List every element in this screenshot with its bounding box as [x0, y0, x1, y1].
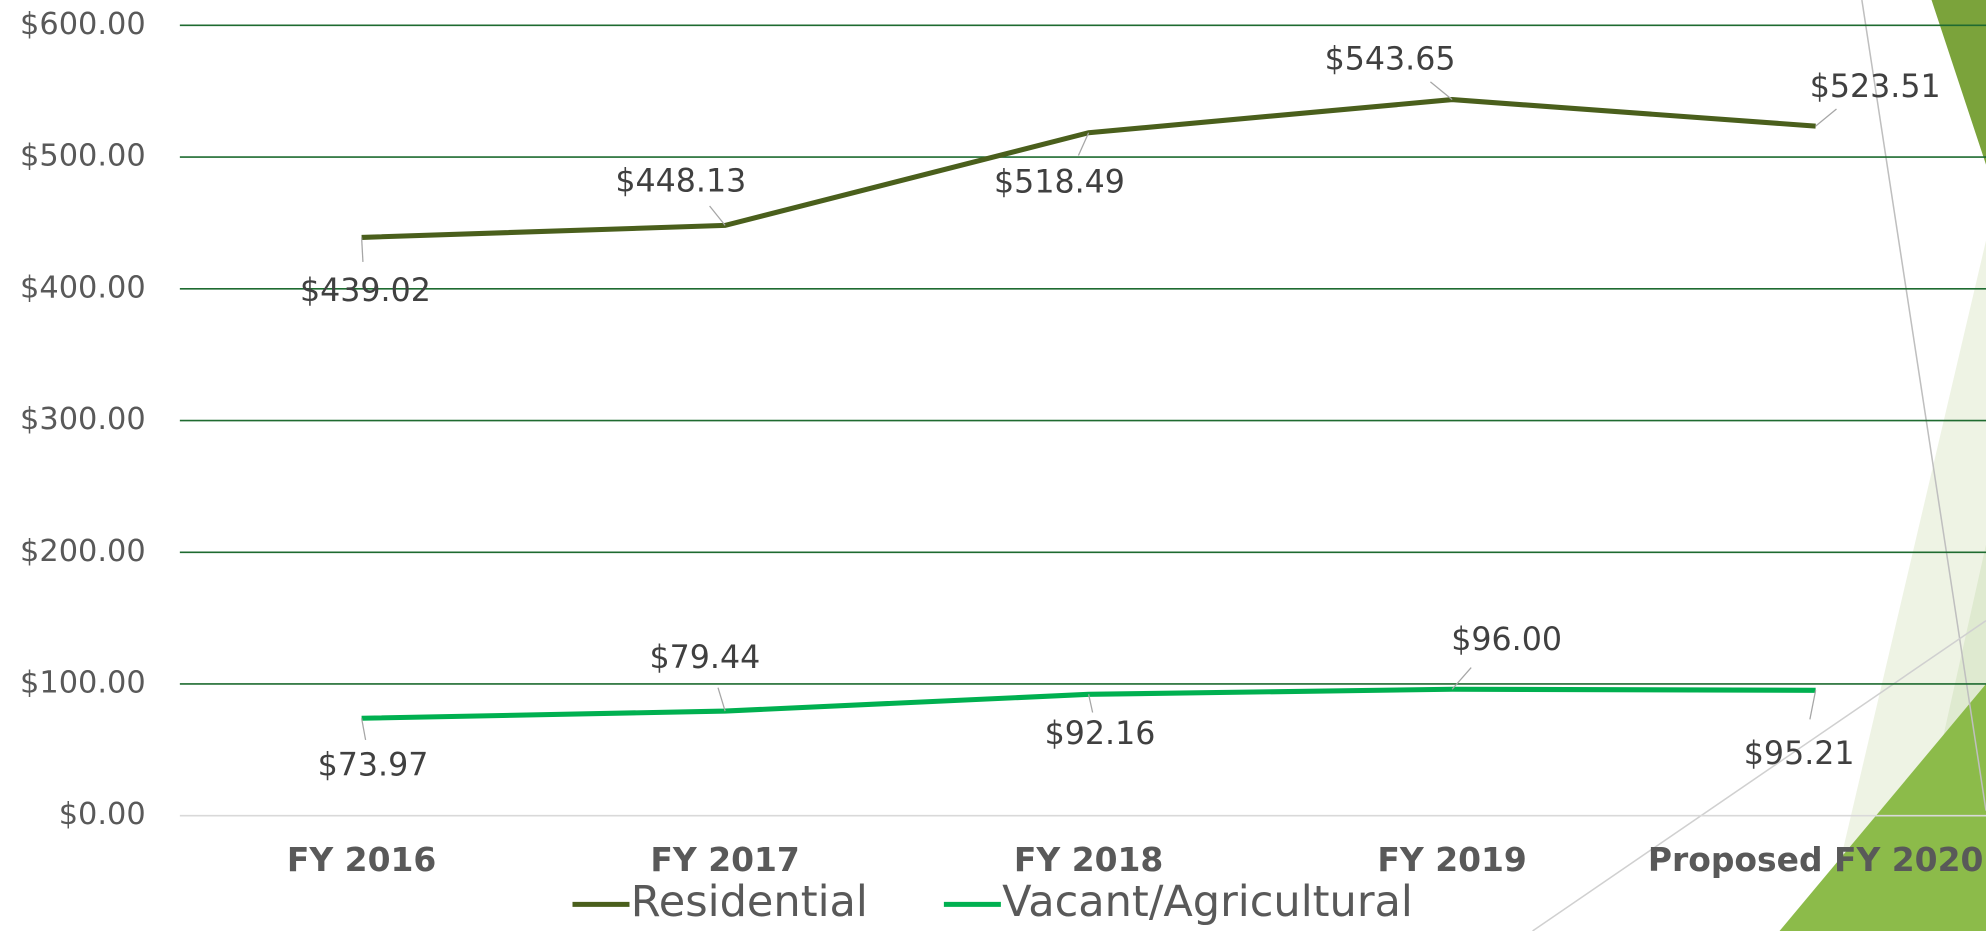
- leader-line: [718, 688, 725, 711]
- data-label: $439.02: [300, 273, 431, 309]
- data-label: $543.65: [1325, 41, 1456, 77]
- data-label: $79.44: [649, 640, 760, 676]
- leader-line: [362, 718, 366, 740]
- plot: FY 2016 FY 2017 FY 2018 FY 2019 Proposed FY …: [287, 41, 1984, 878]
- chart: $0.00 $100.00 $200.00 $300.00 $400.00 $500.00…: [0, 0, 1986, 931]
- data-label: $92.16: [1045, 716, 1156, 752]
- grid: $0.00 $100.00 $200.00 $300.00 $400.00 $500.00…: [20, 7, 1986, 832]
- legend-label: Vacant/Agricultural: [1002, 877, 1413, 927]
- y-tick-label: $600.00: [20, 7, 146, 42]
- legend: Residential Vacant/Agricultural: [572, 877, 1412, 927]
- data-label: $518.49: [994, 164, 1125, 200]
- legend-label: Residential: [631, 877, 868, 927]
- x-tick-label: Proposed FY 2020: [1648, 840, 1984, 879]
- y-tick-label: $500.00: [20, 139, 146, 174]
- leader-line: [1452, 668, 1471, 690]
- leader-line: [1089, 694, 1093, 712]
- series-line: [362, 689, 1816, 718]
- leader-line: [362, 237, 363, 262]
- x-tick-label: FY 2017: [650, 840, 799, 879]
- leader-line: [1810, 690, 1816, 719]
- leader-line: [1430, 82, 1452, 100]
- data-label: $73.97: [318, 747, 429, 783]
- leader-line: [1816, 109, 1837, 126]
- data-label: $448.13: [615, 163, 746, 199]
- x-tick-label: FY 2018: [1014, 840, 1163, 879]
- decoration: [1533, 0, 1986, 931]
- data-label: $96.00: [1451, 622, 1562, 658]
- y-tick-label: $0.00: [59, 797, 146, 832]
- y-tick-label: $400.00: [20, 270, 146, 305]
- x-tick-label: FY 2019: [1377, 840, 1526, 879]
- data-label: $523.51: [1810, 69, 1941, 105]
- data-label: $95.21: [1744, 736, 1855, 772]
- y-tick-label: $200.00: [20, 534, 146, 569]
- y-tick-label: $300.00: [20, 402, 146, 437]
- x-tick-label: FY 2016: [287, 840, 436, 879]
- leader-line: [710, 206, 726, 225]
- y-tick-label: $100.00: [20, 665, 146, 700]
